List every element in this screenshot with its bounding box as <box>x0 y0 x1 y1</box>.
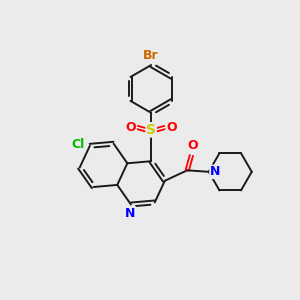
Text: S: S <box>146 123 156 137</box>
Text: Br: Br <box>143 49 159 62</box>
Text: Cl: Cl <box>71 138 85 152</box>
Text: N: N <box>210 165 220 178</box>
Text: O: O <box>125 121 136 134</box>
Text: O: O <box>166 121 177 134</box>
Text: N: N <box>125 207 136 220</box>
Text: O: O <box>187 139 198 152</box>
